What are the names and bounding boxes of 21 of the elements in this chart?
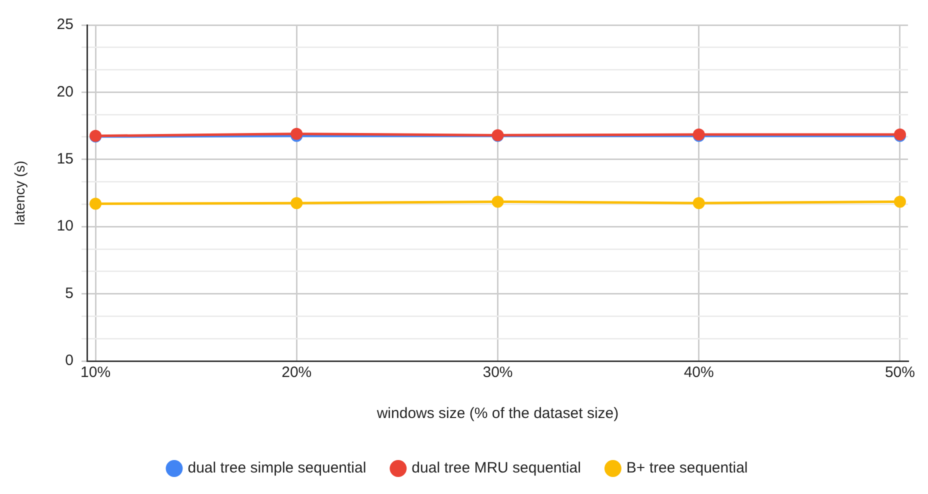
y-tick-label: 0	[65, 352, 74, 370]
y-tick-label: 15	[56, 150, 74, 168]
legend-label: dual tree MRU sequential	[412, 460, 581, 477]
point	[692, 197, 705, 210]
y-tick-label: 5	[65, 284, 74, 302]
y-tick-label: 10	[56, 218, 74, 235]
legend-label: dual tree simple sequential	[188, 460, 366, 477]
point	[290, 197, 303, 210]
y-tick-label: 25	[56, 16, 74, 34]
x-tick-label: 20%	[282, 364, 312, 382]
point	[90, 198, 102, 210]
point	[894, 196, 906, 208]
y-axis-title: latency (s)	[11, 160, 28, 226]
point	[492, 196, 504, 208]
legend-label: B+ tree sequential	[626, 460, 748, 477]
y-tick-label: 20	[56, 83, 74, 100]
x-tick-label: 40%	[684, 364, 714, 382]
x-axis-title: windows size (% of the dataset size)	[376, 405, 619, 422]
x-tick-label: 10%	[80, 364, 111, 382]
x-tick-label: 30%	[482, 364, 513, 382]
x-tick-label: 50%	[884, 364, 915, 382]
